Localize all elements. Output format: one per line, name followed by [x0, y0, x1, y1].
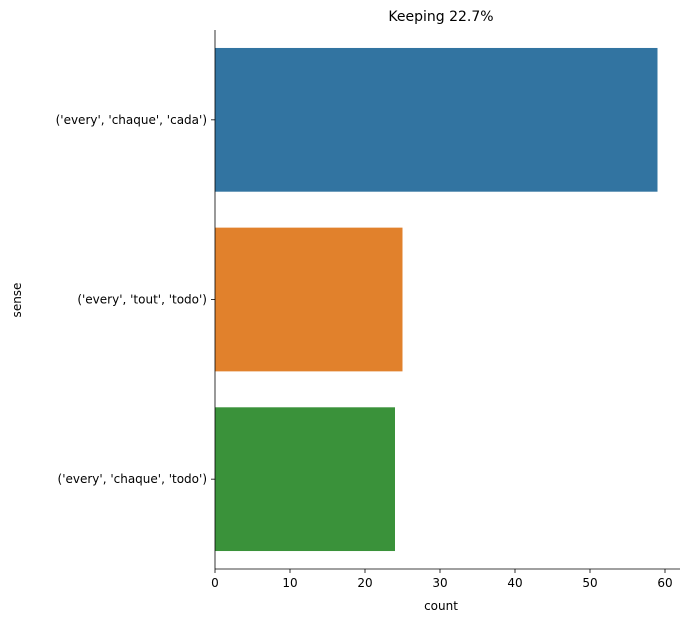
x-tick-label-3: 30: [432, 576, 447, 590]
bar-1: [215, 227, 403, 372]
bar-2: [215, 407, 395, 552]
x-tick-label-0: 0: [211, 576, 219, 590]
x-tick-label-4: 40: [507, 576, 522, 590]
y-tick-label-2: ('every', 'chaque', 'todo'): [58, 472, 207, 486]
y-tick-label-1: ('every', 'tout', 'todo'): [77, 293, 207, 307]
x-axis-ticks: 0 10 20 30 40 50 60: [211, 569, 673, 590]
bars-group: [215, 47, 658, 552]
y-tick-label-0: ('every', 'chaque', 'cada'): [56, 113, 207, 127]
y-axis-ticks: ('every', 'chaque', 'cada') ('every', 'to…: [56, 113, 215, 486]
x-tick-label-6: 60: [657, 576, 672, 590]
chart-title: Keeping 22.7%: [388, 9, 493, 25]
x-axis-label: count: [424, 599, 458, 613]
y-axis-label: sense: [10, 283, 24, 318]
x-tick-label-2: 20: [357, 576, 372, 590]
x-tick-label-5: 50: [582, 576, 597, 590]
x-tick-label-1: 10: [282, 576, 297, 590]
bar-0: [215, 47, 658, 192]
